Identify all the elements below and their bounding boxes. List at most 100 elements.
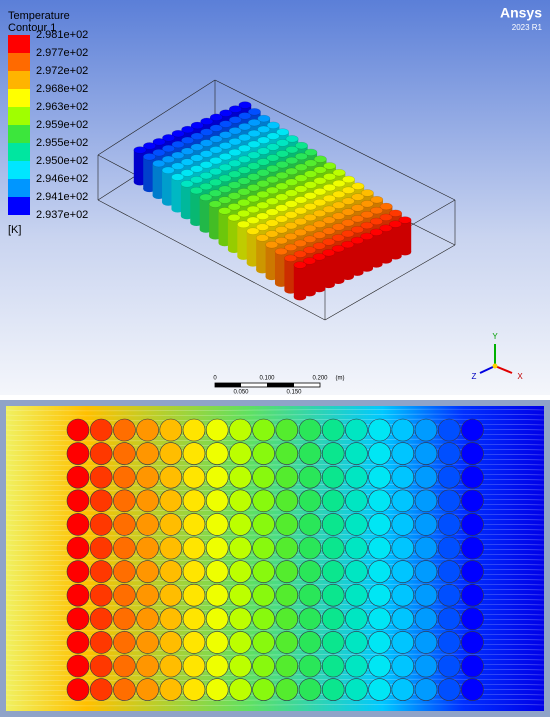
cylinder-section (345, 513, 368, 536)
cylinder-section (275, 583, 299, 607)
cylinder-top (171, 151, 185, 159)
cylinder-top (199, 172, 213, 180)
cylinder-top (379, 213, 393, 221)
cylinder-section (298, 442, 322, 465)
cylinder-section (437, 654, 461, 678)
axis-label: X (517, 372, 523, 381)
cylinder-top (208, 200, 222, 208)
cylinder-section (182, 513, 206, 536)
cylinder-section (89, 536, 113, 560)
cylinder-top (247, 151, 261, 159)
cylinder-section (368, 560, 391, 583)
cylinder-section (368, 607, 391, 631)
cylinder-top (237, 155, 251, 163)
cylinder-section (368, 631, 391, 654)
cylinder-section (229, 513, 252, 536)
cylinder-section (345, 631, 368, 654)
cylinder-section (321, 607, 345, 631)
cylinder-top (312, 231, 326, 239)
cylinder-bottom (162, 198, 175, 206)
cylinder-top (200, 128, 214, 136)
cylinder-section (66, 513, 90, 536)
cylinder-section (136, 654, 159, 678)
legend-label: 2.963e+02 (36, 101, 88, 113)
cylinder-section (113, 607, 136, 631)
cylinder-section (437, 536, 461, 560)
cylinder-bottom (143, 185, 156, 193)
cylinder-section (113, 678, 136, 701)
cylinder-top (218, 152, 232, 161)
cylinder-top (322, 205, 336, 213)
cylinder-section (298, 418, 322, 442)
cylinder-section (205, 583, 229, 607)
cylinder-section (229, 631, 252, 654)
cylinder-section (159, 536, 183, 560)
cylinder-section (298, 465, 322, 489)
cylinder-section (205, 607, 229, 631)
cylinder-section (345, 442, 368, 465)
cylinder-section (437, 489, 461, 513)
cylinder-section (275, 513, 299, 536)
cylinder-section (345, 654, 368, 678)
cylinder-side (143, 156, 156, 189)
legend-band (8, 197, 30, 215)
cylinder-bottom (303, 289, 316, 297)
cylinder-top (228, 127, 242, 135)
cylinder-section (229, 489, 252, 513)
cylinder-top (303, 224, 317, 232)
cylinder-top (256, 212, 270, 220)
cylinder-top (285, 178, 298, 186)
cylinder-top (370, 196, 384, 204)
cylinder-section (182, 607, 206, 631)
cylinder-top (227, 214, 241, 222)
cylinder-top (275, 226, 288, 234)
cylinder-top (275, 215, 288, 223)
cylinder-section (89, 631, 113, 654)
cylinder-top (331, 234, 345, 242)
legend-unit: [K] (8, 224, 21, 236)
cylinder-section (391, 678, 415, 701)
cylinder-top (171, 130, 185, 138)
scale-label: (m) (336, 376, 345, 382)
cylinder-section (159, 465, 183, 489)
cylinder-bottom (379, 256, 393, 264)
cylinder-top (199, 161, 213, 169)
cylinder-section (391, 442, 415, 465)
legend-band (8, 53, 30, 71)
cylinder-section (275, 607, 299, 631)
cylinder-section (321, 631, 345, 654)
cylinder-section (205, 513, 229, 536)
cylinder-section (229, 560, 252, 583)
cylinder-top (255, 234, 269, 242)
cylinder-bottom (341, 273, 354, 280)
cylinder-top (247, 129, 261, 138)
cylinder-section (252, 536, 275, 560)
cylinder-top (181, 136, 194, 145)
legend-subtitle: Contour 1 (8, 22, 56, 34)
cylinder-top (190, 132, 204, 140)
cylinder-top (341, 240, 355, 249)
cylinder-top (293, 261, 307, 269)
cylinder-side (218, 210, 231, 243)
cylinder-section (66, 654, 90, 678)
cylinder-section (345, 418, 368, 442)
cylinder-section (113, 418, 136, 442)
cylinder-top (304, 181, 317, 189)
cylinder-section (437, 442, 461, 465)
cylinder-section (136, 607, 159, 631)
cylinder-section (159, 513, 183, 536)
cylinder-side (199, 197, 213, 230)
cylinder-section (159, 607, 183, 631)
cylinder-top (265, 219, 279, 227)
cylinder-section (205, 489, 229, 513)
cylinder-section (113, 489, 136, 513)
logo-version: 2023 R1 (512, 23, 543, 32)
cylinder-top (350, 236, 364, 245)
cylinder-bottom (256, 266, 269, 274)
cylinder-section (89, 513, 113, 536)
cylinder-section (66, 583, 90, 607)
axis-label: Z (472, 372, 477, 381)
cylinder-section (113, 560, 136, 583)
cylinder-side (370, 232, 383, 265)
cylinder-section (414, 465, 438, 489)
